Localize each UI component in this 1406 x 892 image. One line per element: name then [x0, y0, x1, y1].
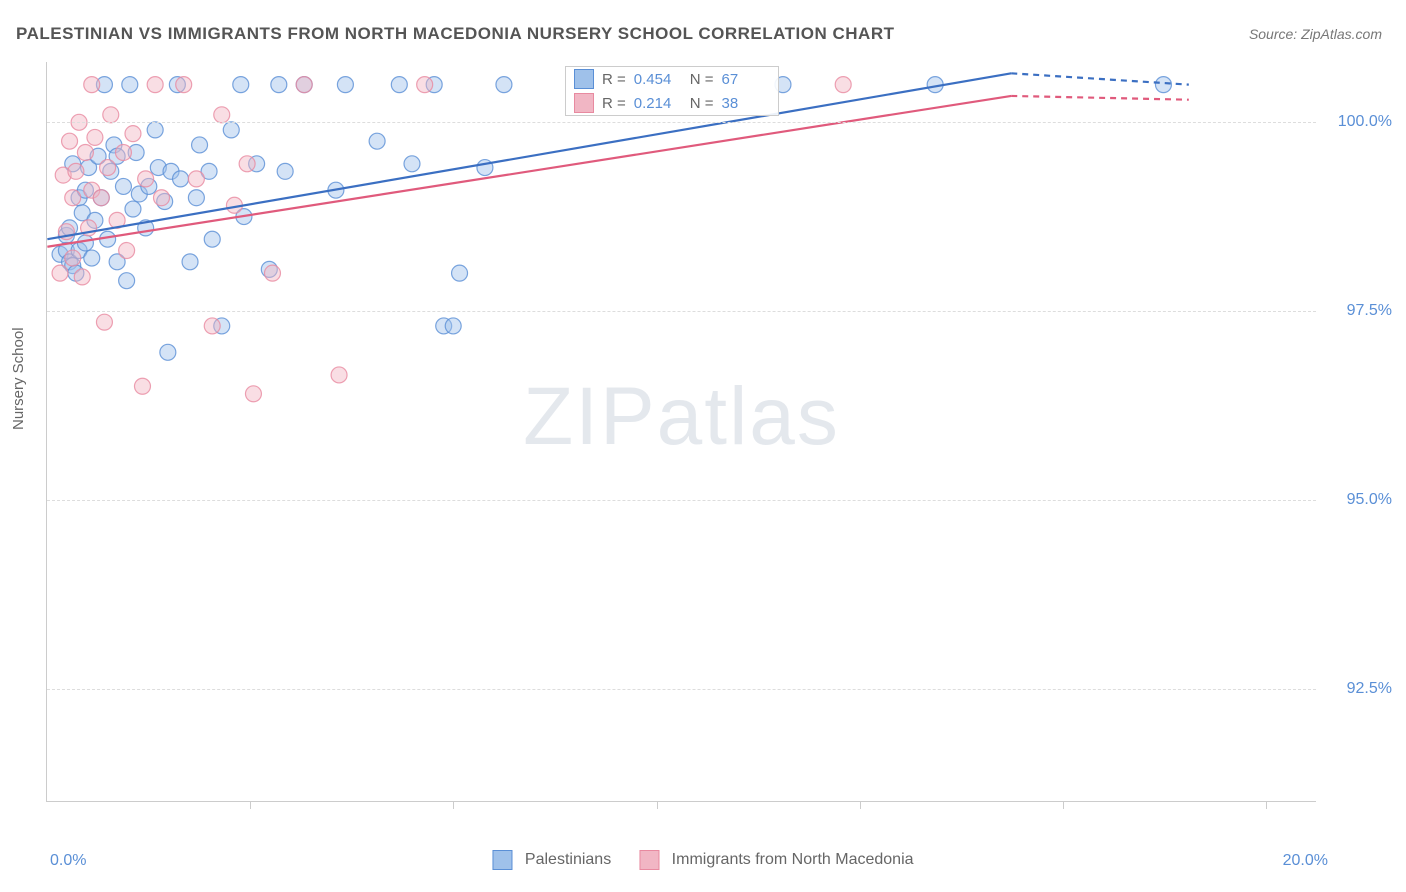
stat-r-label: R =	[602, 95, 626, 112]
y-tick-label: 97.5%	[1347, 302, 1392, 320]
chart-title: PALESTINIAN VS IMMIGRANTS FROM NORTH MAC…	[16, 24, 895, 44]
x-tick-label-max: 20.0%	[1283, 852, 1328, 870]
plot-area: ZIPatlas	[46, 62, 1316, 802]
legend-label: Palestinians	[525, 851, 611, 868]
legend-bottom: Palestinians Immigrants from North Maced…	[492, 850, 913, 870]
y-tick-label: 92.5%	[1347, 680, 1392, 698]
legend-item-macedonia: Immigrants from North Macedonia	[639, 850, 913, 870]
swatch-icon	[574, 93, 594, 113]
stat-n-label: N =	[690, 71, 714, 88]
swatch-icon	[639, 850, 659, 870]
stat-n-value: 38	[722, 95, 770, 112]
swatch-icon	[574, 69, 594, 89]
stat-n-value: 67	[722, 71, 770, 88]
legend-label: Immigrants from North Macedonia	[672, 851, 914, 868]
stat-r-value: 0.454	[634, 71, 682, 88]
chart-container: PALESTINIAN VS IMMIGRANTS FROM NORTH MAC…	[0, 0, 1406, 892]
scatter-svg	[47, 62, 1316, 801]
y-tick-label: 95.0%	[1347, 491, 1392, 509]
x-tick-label-min: 0.0%	[50, 852, 86, 870]
swatch-icon	[492, 850, 512, 870]
stats-legend-box: R = 0.454 N = 67 R = 0.214 N = 38	[565, 66, 779, 116]
stats-row-palestinians: R = 0.454 N = 67	[566, 67, 778, 91]
stat-r-label: R =	[602, 71, 626, 88]
legend-item-palestinians: Palestinians	[492, 850, 611, 870]
y-axis-label: Nursery School	[10, 327, 27, 430]
stat-n-label: N =	[690, 95, 714, 112]
stat-r-value: 0.214	[634, 95, 682, 112]
y-tick-label: 100.0%	[1338, 113, 1392, 131]
source-attribution: Source: ZipAtlas.com	[1249, 26, 1382, 42]
stats-row-macedonia: R = 0.214 N = 38	[566, 91, 778, 115]
